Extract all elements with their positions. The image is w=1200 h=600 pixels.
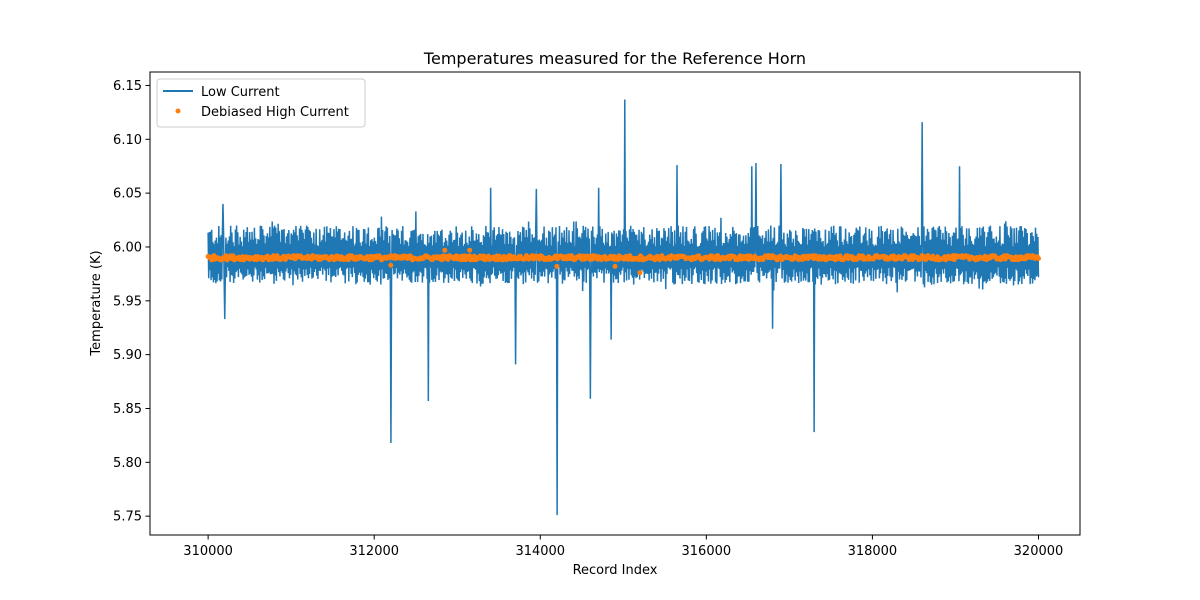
x-tick-label: 316000: [682, 544, 732, 559]
y-tick-label: 5.80: [113, 456, 142, 471]
scatter-point: [554, 263, 560, 269]
x-axis-ticks: 310000 312000 314000 316000 318000 320000: [183, 535, 1063, 559]
scatter-point: [1035, 256, 1041, 262]
legend: Low Current Debiased High Current: [156, 78, 366, 128]
scatter-point: [388, 262, 394, 268]
y-tick-label: 6.10: [113, 133, 142, 148]
x-tick-label: 320000: [1014, 544, 1064, 559]
plot-area: [205, 99, 1041, 516]
y-tick-label: 5.95: [113, 294, 142, 309]
x-tick-label: 312000: [349, 544, 399, 559]
legend-swatch-debiased-high-current: [175, 108, 181, 114]
y-axis-label: Temperature (K): [89, 250, 104, 356]
legend-label-debiased-high-current: Debiased High Current: [201, 105, 349, 120]
y-tick-label: 5.75: [113, 510, 142, 525]
scatter-point: [612, 263, 618, 269]
scatter-point: [467, 247, 473, 253]
y-tick-label: 6.00: [113, 240, 142, 255]
y-tick-label: 5.90: [113, 348, 142, 363]
legend-box: [156, 78, 366, 128]
scatter-point: [442, 247, 448, 253]
chart-title: Temperatures measured for the Reference …: [423, 49, 806, 68]
axes-frame: [149, 71, 1081, 536]
scatter-point: [439, 257, 445, 263]
x-tick-label: 318000: [848, 544, 898, 559]
scatter-point: [637, 270, 643, 276]
series-line-low-current: [207, 99, 1040, 516]
series-scatter-debiased-high-current: [205, 247, 1041, 276]
y-tick-label: 5.85: [113, 402, 142, 417]
x-tick-label: 310000: [183, 544, 233, 559]
y-tick-label: 6.15: [113, 79, 142, 94]
y-axis-ticks: 5.75 5.80 5.85 5.90 5.95 6.00 6.05 6.10 6.15: [113, 79, 150, 525]
x-axis-label: Record Index: [573, 563, 658, 578]
x-tick-label: 314000: [515, 544, 565, 559]
legend-label-low-current: Low Current: [201, 85, 280, 100]
y-tick-label: 6.05: [113, 187, 142, 202]
